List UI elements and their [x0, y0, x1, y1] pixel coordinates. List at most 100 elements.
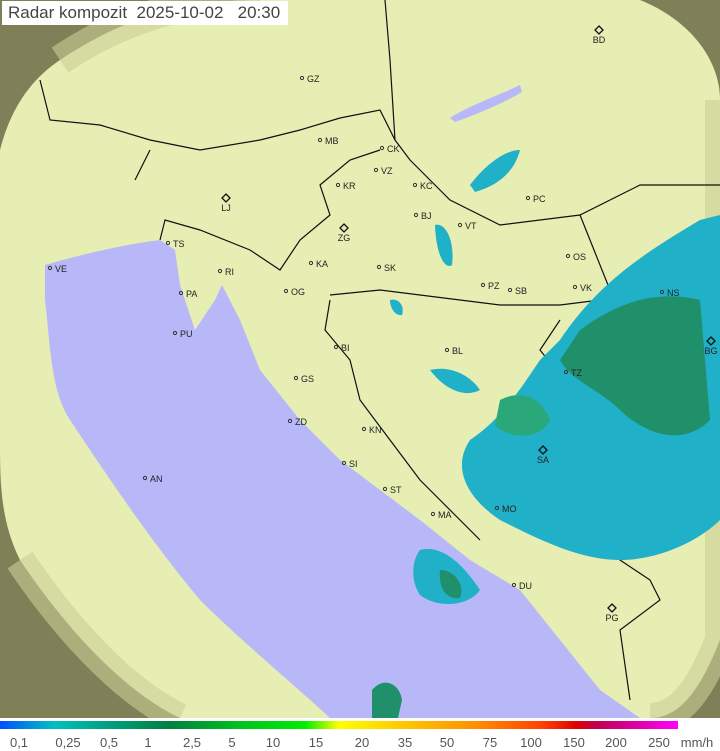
dot-marker-icon	[178, 290, 184, 296]
radar-echoes	[372, 150, 720, 718]
legend-tick: 250	[648, 735, 670, 750]
legend-tick: 2,5	[182, 735, 202, 750]
city-label: SI	[349, 459, 358, 469]
city-label: VE	[55, 264, 67, 274]
dot-marker-icon	[563, 369, 569, 375]
dot-marker-icon	[299, 75, 305, 81]
legend-tick: 35	[397, 735, 413, 750]
city-label: LJ	[221, 203, 231, 213]
legend-tick: 100	[520, 735, 542, 750]
legend-tick: 10	[265, 735, 281, 750]
dot-marker-icon	[525, 195, 531, 201]
map-title: Radar kompozit 2025-10-02 20:30	[2, 1, 289, 25]
city-label: SK	[384, 263, 396, 273]
city-label: ST	[390, 485, 402, 495]
dot-marker-icon	[47, 265, 53, 271]
city-gs: GS	[293, 374, 314, 384]
legend-unit: mm/h	[680, 735, 714, 750]
city-label: ZD	[295, 417, 307, 427]
legend-tick: 0,5	[99, 735, 119, 750]
city-bl: BL	[444, 346, 463, 356]
dot-marker-icon	[430, 511, 436, 517]
city-label: MA	[438, 510, 452, 520]
lake-balaton	[450, 85, 522, 122]
dot-marker-icon	[333, 344, 339, 350]
dot-marker-icon	[308, 260, 314, 266]
diamond-marker-icon	[706, 336, 716, 346]
city-mo: MO	[494, 504, 517, 514]
city-zg: ZG	[338, 223, 350, 243]
radar-map[interactable]: BD GZ MB CK VZ KR KC PC LJ TS ZG BJ VT VE RI KA SK OS PA OG…	[0, 0, 720, 718]
city-tz: TZ	[563, 368, 582, 378]
city-label: SB	[515, 286, 527, 296]
dot-marker-icon	[293, 375, 299, 381]
city-pa: PA	[178, 289, 197, 299]
city-si: SI	[341, 459, 358, 469]
city-label: VT	[465, 221, 477, 231]
city-bd: BD	[593, 25, 606, 45]
legend-tick: 200	[605, 735, 627, 750]
precipitation-color-scale	[0, 721, 678, 729]
city-ma: MA	[430, 510, 452, 520]
city-label: TZ	[571, 368, 582, 378]
city-st: ST	[382, 485, 402, 495]
city-pz: PZ	[480, 281, 500, 291]
city-sk: SK	[376, 263, 396, 273]
city-pg: PG	[605, 603, 619, 623]
city-lj: LJ	[221, 193, 231, 213]
city-label: TS	[173, 239, 185, 249]
legend-tick: 0,25	[55, 735, 81, 750]
diamond-marker-icon	[221, 193, 231, 203]
city-label: CK	[387, 144, 400, 154]
city-label: MO	[502, 504, 517, 514]
city-sa: SA	[537, 445, 549, 465]
city-label: MB	[325, 136, 339, 146]
city-label: GZ	[307, 74, 320, 84]
dot-marker-icon	[283, 288, 289, 294]
city-sb: SB	[507, 286, 527, 296]
dot-marker-icon	[217, 268, 223, 274]
dot-marker-icon	[659, 289, 665, 295]
city-label: DU	[519, 581, 532, 591]
dot-marker-icon	[376, 264, 382, 270]
city-bj: BJ	[413, 211, 432, 221]
legend-tick: 75	[482, 735, 498, 750]
city-label: BG	[704, 346, 717, 356]
city-ve: VE	[47, 264, 67, 274]
dot-marker-icon	[341, 460, 347, 466]
city-label: SA	[537, 455, 549, 465]
dot-marker-icon	[412, 182, 418, 188]
city-os: OS	[565, 252, 586, 262]
city-vz: VZ	[373, 166, 393, 176]
diamond-marker-icon	[538, 445, 548, 455]
dot-marker-icon	[373, 167, 379, 173]
diamond-marker-icon	[594, 25, 604, 35]
city-label: NS	[667, 288, 680, 298]
legend-tick: 0,1	[9, 735, 29, 750]
city-label: BI	[341, 343, 350, 353]
city-bg: BG	[704, 336, 718, 356]
city-ts: TS	[165, 239, 185, 249]
city-label: KR	[343, 181, 356, 191]
city-zd: ZD	[287, 417, 307, 427]
city-label: BD	[593, 35, 606, 45]
adriatic-sea	[45, 240, 640, 718]
legend-tick: 15	[308, 735, 324, 750]
city-an: AN	[142, 474, 163, 484]
dot-marker-icon	[335, 182, 341, 188]
city-label: AN	[150, 474, 163, 484]
city-vt: VT	[457, 221, 477, 231]
dot-marker-icon	[480, 282, 486, 288]
dot-marker-icon	[317, 137, 323, 143]
city-bi: BI	[333, 343, 350, 353]
city-label: OG	[291, 287, 305, 297]
dot-marker-icon	[142, 475, 148, 481]
city-kc: KC	[412, 181, 433, 191]
city-og: OG	[283, 287, 305, 297]
city-label: PZ	[488, 281, 500, 291]
city-label: GS	[301, 374, 314, 384]
city-label: KN	[369, 425, 382, 435]
dot-marker-icon	[287, 418, 293, 424]
diamond-marker-icon	[339, 223, 349, 233]
city-kn: KN	[361, 425, 382, 435]
